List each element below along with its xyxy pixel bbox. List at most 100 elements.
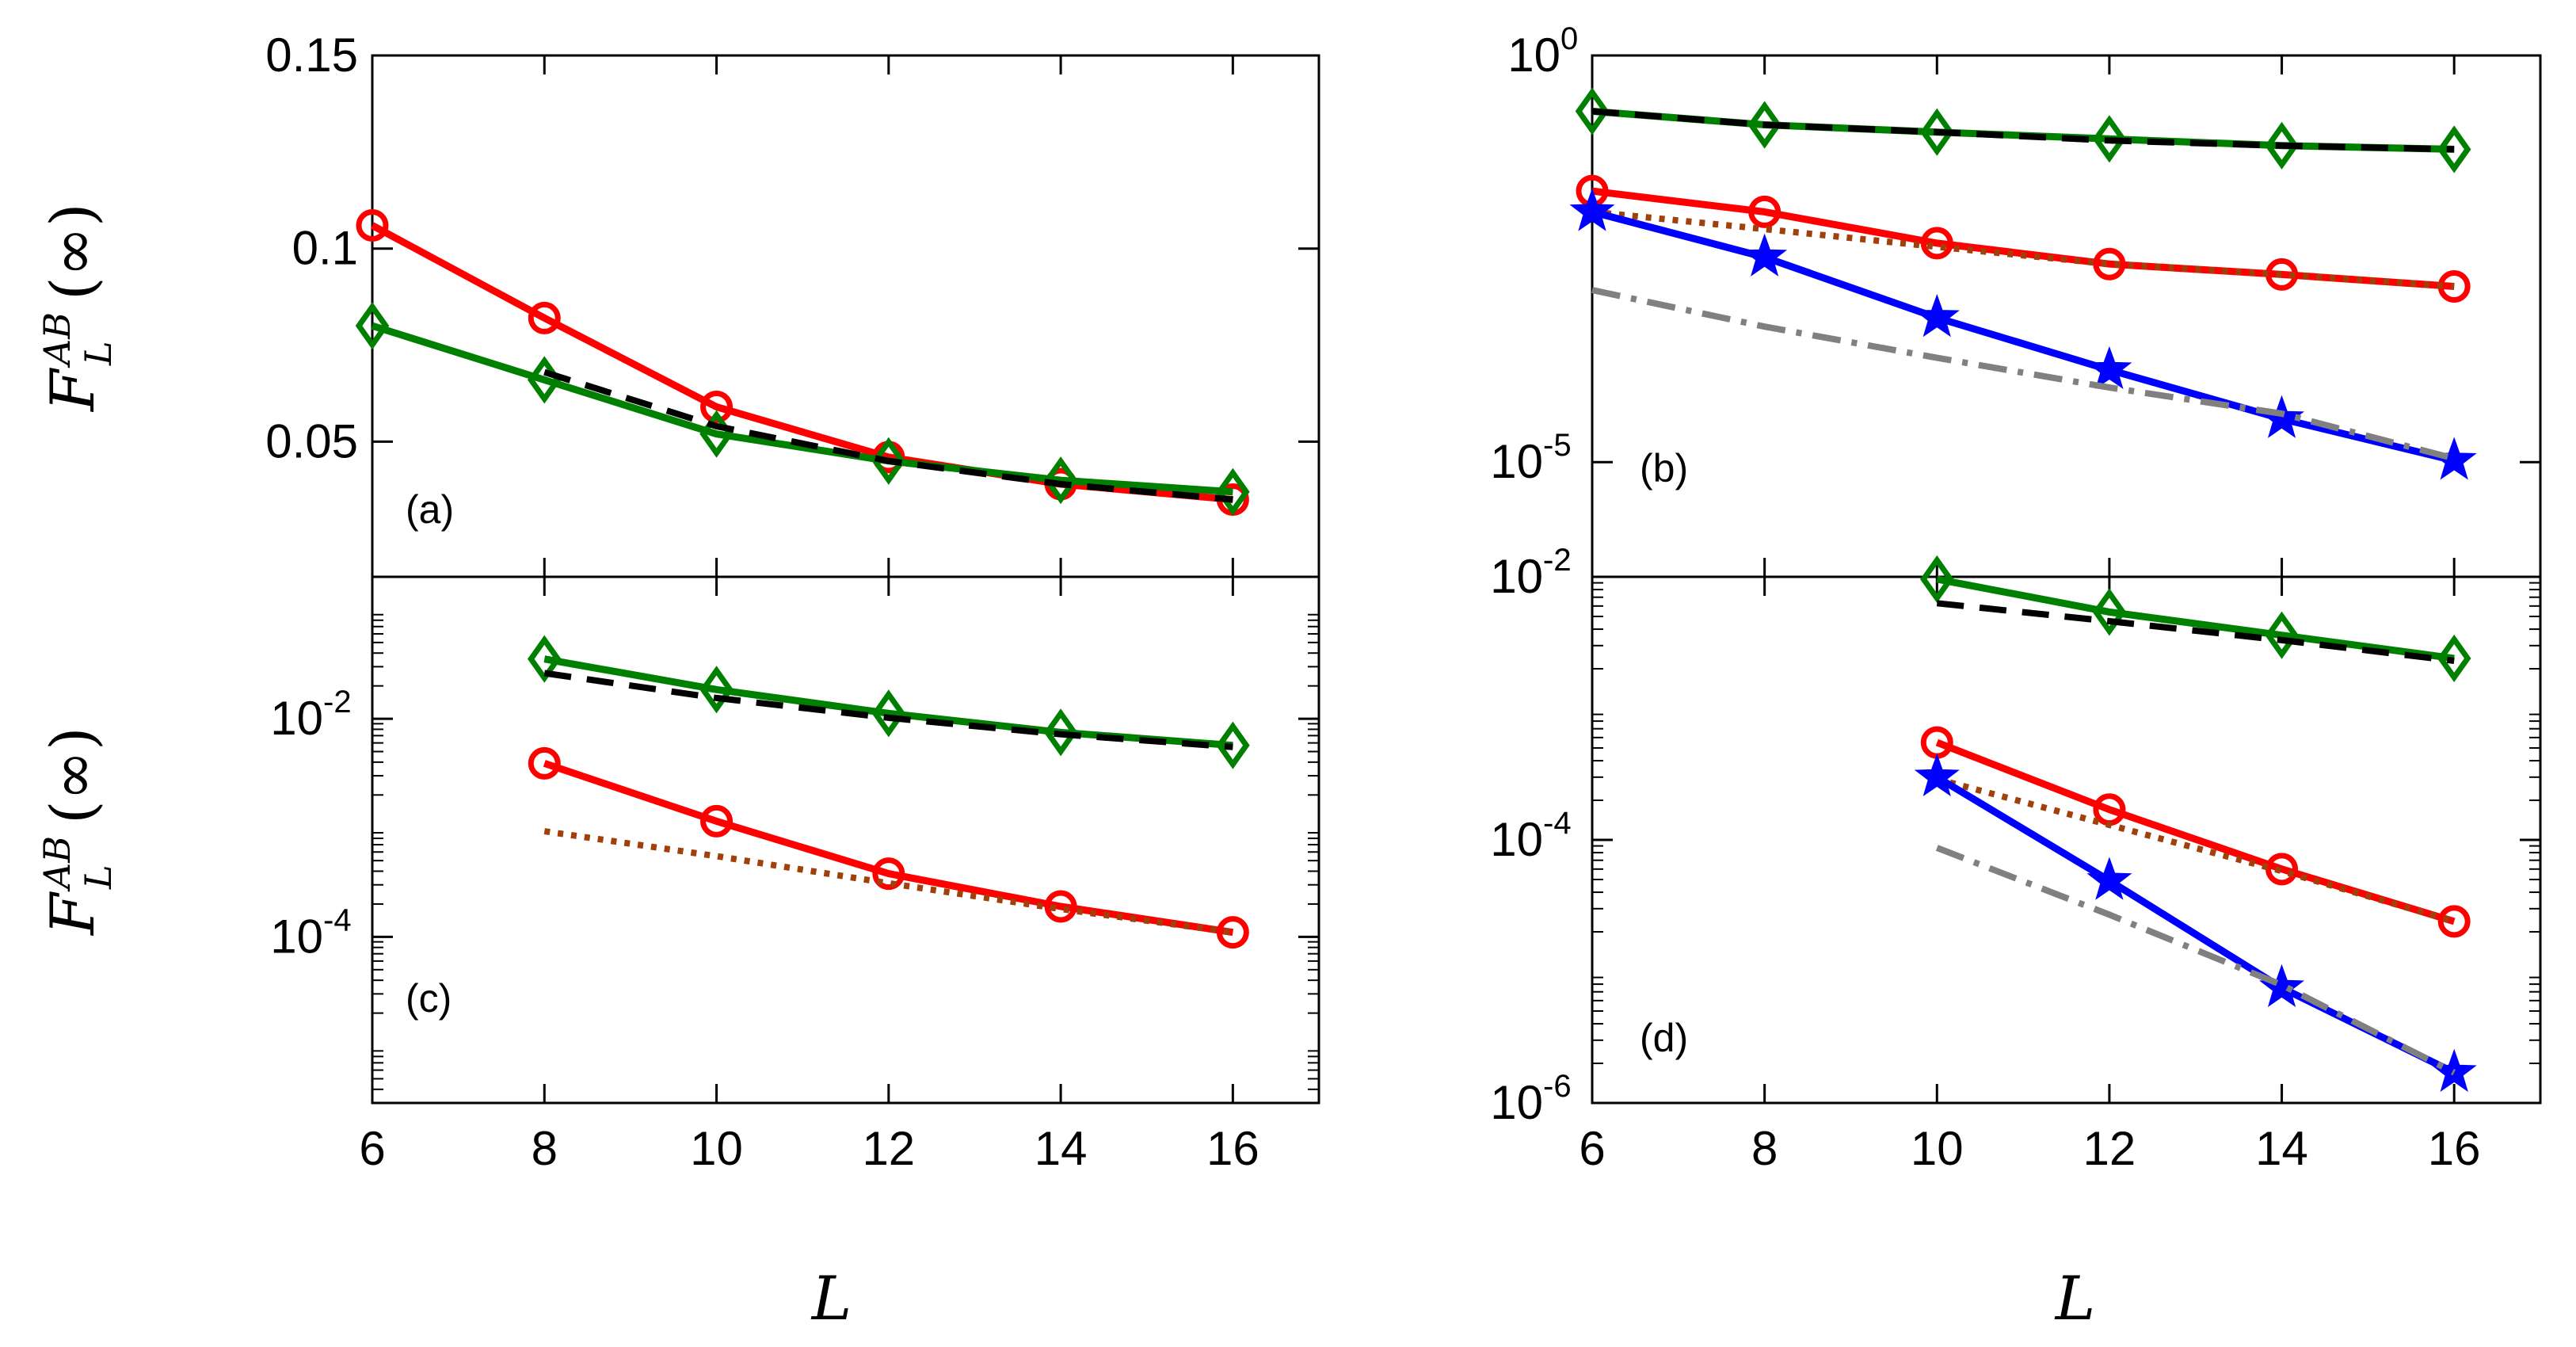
x-tick-label: 10 xyxy=(1911,1122,1964,1175)
data-point xyxy=(1920,227,1953,260)
data-point xyxy=(2437,634,2471,682)
y-tick-label: 10 xyxy=(1490,550,1543,603)
data-point xyxy=(1216,721,1250,769)
y-tick-label: 10 xyxy=(1490,550,1543,603)
x-tick-label: 8 xyxy=(1751,1122,1778,1175)
data-point xyxy=(2265,611,2299,659)
series-line xyxy=(1936,600,2455,664)
y-tick-label: 10 xyxy=(1490,813,1543,866)
data-point xyxy=(2086,857,2132,900)
data-point xyxy=(2259,964,2305,1008)
series-line xyxy=(1934,773,2456,1076)
series-5 xyxy=(1935,845,2456,1076)
y-axis-label-arg: (∞) xyxy=(37,727,108,824)
data-point xyxy=(527,635,562,683)
y-tick-label: 10 xyxy=(270,692,323,745)
y-axis-label-sub: L xyxy=(77,864,120,890)
y-tick-label: 0.15 xyxy=(265,29,358,82)
series-0 xyxy=(527,635,1250,769)
data-point xyxy=(1748,195,1781,228)
series-line xyxy=(1936,575,2455,662)
series-line xyxy=(543,670,1233,750)
x-axis-label-left: L xyxy=(810,1263,852,1334)
data-point xyxy=(872,857,905,891)
data-point xyxy=(1914,753,1960,797)
y-tick-exponent: -5 xyxy=(1543,428,1572,463)
data-point xyxy=(1575,87,1610,135)
series-1 xyxy=(1591,108,2455,153)
series-0 xyxy=(1919,555,2471,682)
series-line xyxy=(543,368,1233,503)
x-tick-label: 8 xyxy=(532,1122,558,1175)
data-point xyxy=(2265,258,2299,291)
y-tick-label: 10 xyxy=(270,910,323,963)
data-point xyxy=(700,391,734,424)
series-line xyxy=(543,760,1234,937)
series-3 xyxy=(1591,208,2455,290)
y-tick-label: 10 xyxy=(1490,1076,1543,1129)
data-point xyxy=(1919,555,1954,603)
data-point xyxy=(528,746,561,780)
panel-label: (d) xyxy=(1640,1016,1688,1060)
series-line xyxy=(370,222,1233,503)
data-point xyxy=(699,666,734,714)
data-point xyxy=(1043,456,1078,505)
data-point xyxy=(355,302,390,350)
x-tick-label: 16 xyxy=(2428,1122,2481,1175)
series-2 xyxy=(1576,174,2471,303)
data-point xyxy=(2092,588,2127,636)
data-point xyxy=(1043,708,1078,757)
y-tick-label: 10 xyxy=(1490,435,1543,488)
panel-label: (c) xyxy=(406,976,452,1021)
panel-label: (b) xyxy=(1640,446,1688,490)
x-tick-label: 12 xyxy=(862,1122,915,1175)
x-axis-label-right: L xyxy=(2054,1263,2095,1334)
data-point xyxy=(2437,905,2471,938)
series-line xyxy=(1591,108,2455,153)
data-point xyxy=(356,208,389,242)
axes-box xyxy=(1591,575,2542,1105)
series-0 xyxy=(1575,87,2471,174)
series-line xyxy=(1935,845,2456,1076)
series-line xyxy=(1591,208,2455,290)
data-point xyxy=(1742,233,1788,277)
data-point xyxy=(2431,437,2477,480)
data-point xyxy=(1044,890,1077,923)
data-point xyxy=(871,437,906,485)
y-tick-exponent: -6 xyxy=(1543,1069,1572,1104)
data-point xyxy=(528,301,561,334)
panel-b: 10 -210 -510 0(b) xyxy=(1490,21,2542,603)
data-point xyxy=(700,804,734,838)
data-point xyxy=(2265,853,2299,886)
x-tick-label: 14 xyxy=(1035,1122,1088,1175)
series-1 xyxy=(543,670,1233,750)
y-axis-label-sup: AB xyxy=(36,312,78,368)
data-point xyxy=(2092,115,2127,163)
series-4 xyxy=(1569,188,2477,480)
y-axis-label-sub: L xyxy=(77,341,120,366)
x-tick-label: 6 xyxy=(1579,1122,1605,1175)
x-tick-label: 14 xyxy=(2255,1122,2308,1175)
data-point xyxy=(871,689,906,738)
series-line xyxy=(1936,776,2456,925)
y-tick-label: 0.05 xyxy=(265,414,358,467)
series-line xyxy=(543,828,1233,936)
series-line xyxy=(1591,287,2456,462)
y-tick-exponent: -2 xyxy=(323,685,352,719)
x-tick-label: 10 xyxy=(690,1122,743,1175)
data-point xyxy=(2265,121,2299,170)
y-tick-exponent: -2 xyxy=(1543,543,1572,578)
series-1 xyxy=(1936,600,2455,664)
data-point xyxy=(1216,467,1250,516)
panel-a: 0.05 0.1 0.15 (a) xyxy=(265,29,1320,578)
y-axis-label-sup: AB xyxy=(36,836,78,892)
series-line xyxy=(1935,738,2456,925)
panel-c: 10 -410 -26 8 10 12 14 16(c) xyxy=(270,575,1320,1175)
series-2 xyxy=(1920,726,2471,938)
data-point xyxy=(1914,294,1960,338)
y-tick-exponent: -4 xyxy=(323,902,352,937)
